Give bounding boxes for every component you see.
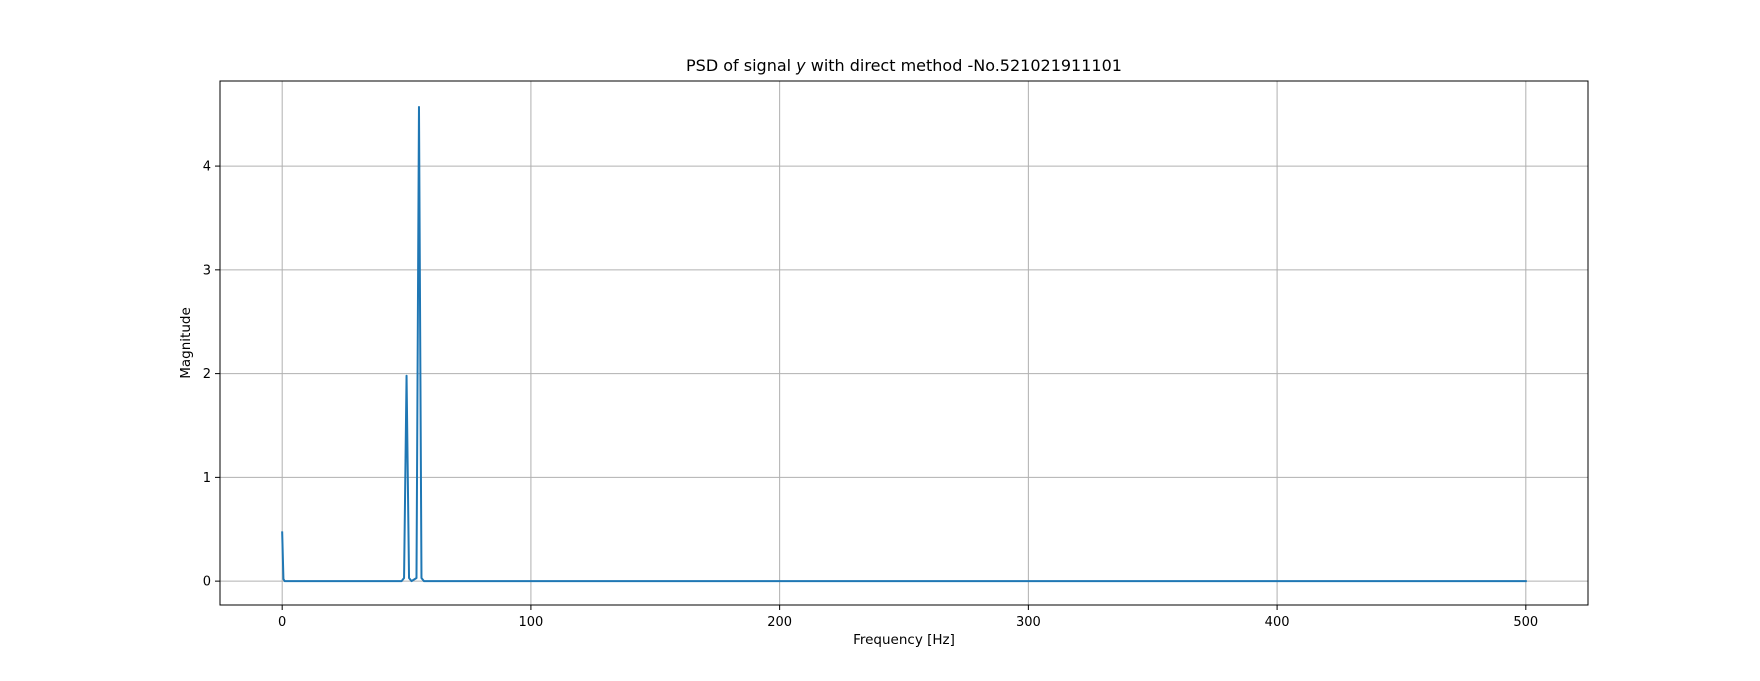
x-tick-label: 0	[278, 615, 286, 630]
series-line	[281, 105, 1527, 583]
y-tick-label: 2	[203, 367, 211, 382]
y-axis-label: Magnitude	[178, 307, 194, 379]
y-tick-label: 0	[203, 575, 211, 590]
y-tick-label: 4	[203, 160, 211, 175]
series-layer	[281, 105, 1527, 583]
x-tick-label: 100	[518, 615, 543, 630]
y-tick-label: 3	[203, 263, 211, 278]
x-tick-label: 500	[1513, 615, 1538, 630]
x-tick-label: 300	[1016, 615, 1041, 630]
chart-title-suffix: with direct method -No.521021911101	[806, 56, 1122, 75]
y-tick-label: 1	[203, 471, 211, 486]
x-axis-label: Frequency [Hz]	[853, 632, 955, 648]
chart-title: PSD of signal y with direct method -No.5…	[686, 56, 1122, 75]
x-tick-label: 200	[767, 615, 792, 630]
chart-title-prefix: PSD of signal	[686, 56, 796, 75]
chart-title-variable: y	[795, 56, 806, 75]
grid-layer	[220, 81, 1588, 605]
x-tick-label: 400	[1265, 615, 1290, 630]
ticks-layer: 0 100 200 300 400 500 0 1 2 3 4	[203, 160, 1539, 630]
axes-frame	[219, 80, 1589, 606]
